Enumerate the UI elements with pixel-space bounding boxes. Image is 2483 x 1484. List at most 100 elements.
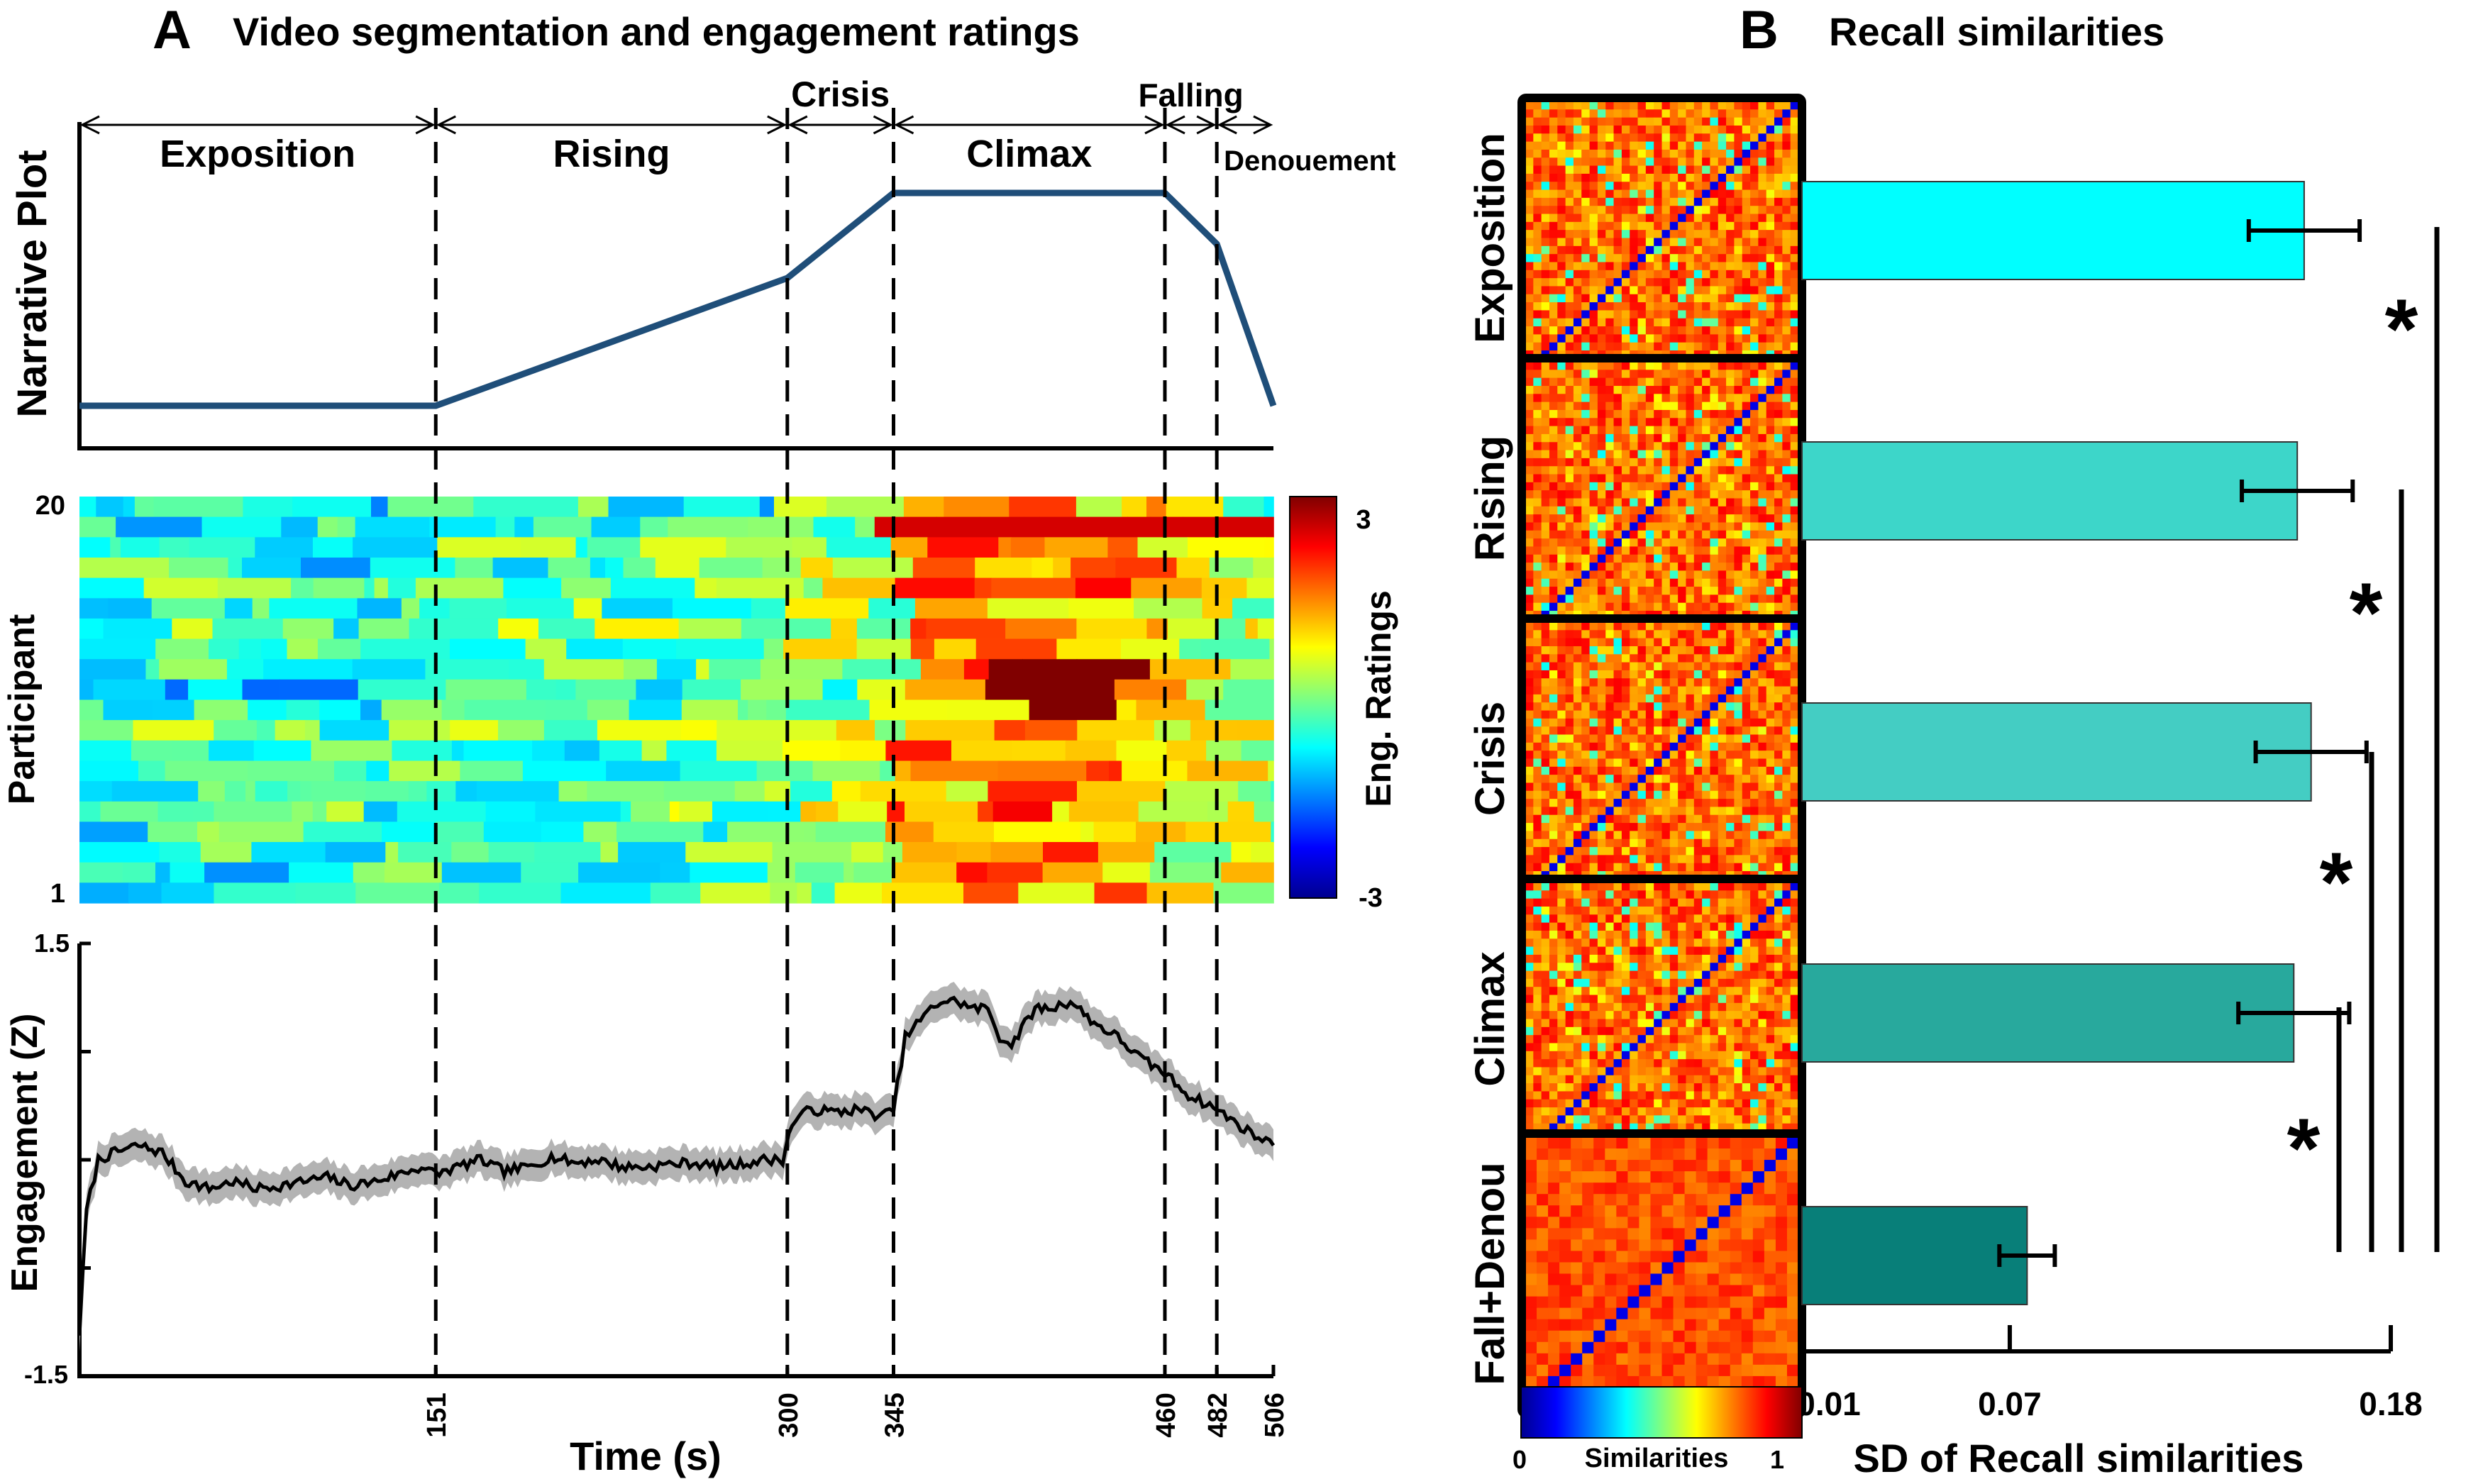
- matrix-cell: [1557, 646, 1566, 655]
- matrix-cell: [1630, 214, 1639, 223]
- matrix-cell: [1766, 490, 1775, 499]
- matrix-cell: [1589, 775, 1598, 783]
- matrix-cell: [1702, 1043, 1710, 1052]
- matrix-cell: [1565, 133, 1574, 143]
- matrix-cell: [1710, 302, 1719, 311]
- matrix-cell: [1678, 149, 1686, 158]
- heatmap-cell: [712, 801, 768, 823]
- matrix-cell: [1718, 157, 1727, 167]
- matrix-cell: [1693, 563, 1703, 571]
- matrix-cell: [1637, 906, 1647, 915]
- matrix-cell: [1750, 563, 1759, 571]
- matrix-cell: [1669, 254, 1679, 262]
- matrix-cell: [1630, 882, 1639, 891]
- matrix-cell: [1589, 318, 1598, 327]
- matrix-cell: [1605, 238, 1615, 247]
- matrix-cell: [1630, 101, 1639, 110]
- matrix-cell: [1678, 385, 1686, 394]
- matrix-cell: [1589, 418, 1598, 427]
- matrix-cell: [1742, 385, 1751, 394]
- matrix-cell: [1613, 1019, 1622, 1028]
- matrix-cell: [1565, 930, 1574, 939]
- matrix-cell: [1686, 117, 1695, 126]
- matrix-cell: [1541, 1002, 1550, 1012]
- matrix-cell: [1525, 831, 1534, 840]
- matrix-cell: [1645, 133, 1654, 143]
- matrix-cell: [1621, 514, 1630, 523]
- matrix-cell: [1525, 286, 1534, 295]
- matrix-cell: [1661, 782, 1671, 792]
- matrix-cell: [1637, 1091, 1647, 1100]
- matrix-cell: [1605, 1099, 1615, 1108]
- matrix-cell: [1669, 206, 1679, 215]
- matrix-cell: [1573, 987, 1582, 996]
- matrix-cell: [1742, 310, 1751, 319]
- matrix-cell: [1678, 450, 1686, 459]
- matrix-cell: [1621, 482, 1630, 491]
- matrix-cell: [1654, 954, 1662, 963]
- matrix-cell: [1774, 970, 1783, 980]
- matrix-cell: [1710, 538, 1719, 547]
- matrix-cell: [1790, 1083, 1799, 1092]
- matrix-cell: [1541, 775, 1550, 783]
- matrix-cell: [1710, 807, 1719, 816]
- matrix-cell: [1613, 563, 1622, 571]
- matrix-cell: [1678, 197, 1686, 206]
- heatmap-cell: [895, 577, 975, 599]
- matrix-cell: [1654, 101, 1662, 110]
- matrix-cell: [1669, 157, 1679, 167]
- matrix-cell: [1630, 370, 1639, 379]
- matrix-cell: [1693, 630, 1703, 639]
- matrix-cell: [1549, 165, 1558, 175]
- matrix-cell: [1734, 726, 1743, 736]
- matrix-cell: [1758, 702, 1767, 711]
- matrix-cell: [1637, 670, 1647, 679]
- matrix-cell: [1693, 978, 1703, 987]
- matrix-cell: [1758, 442, 1767, 451]
- matrix-cell: [1718, 278, 1727, 287]
- matrix-cell: [1702, 938, 1710, 948]
- heatmap-ytick-bottom: 1: [50, 879, 65, 909]
- heatmap-cell: [159, 659, 228, 680]
- matrix-cell: [1790, 310, 1799, 319]
- matrix-cell: [1637, 930, 1647, 939]
- matrix-cell: [1541, 1026, 1550, 1036]
- matrix-cell: [1774, 490, 1783, 499]
- matrix-cell: [1726, 546, 1735, 555]
- matrix-cell: [1573, 807, 1582, 816]
- matrix-cell: [1581, 262, 1591, 271]
- matrix-cell: [1654, 654, 1662, 663]
- heatmap-cell: [727, 821, 805, 843]
- matrix-cell: [1702, 814, 1710, 824]
- matrix-cell: [1630, 782, 1639, 792]
- matrix-cell: [1710, 686, 1719, 695]
- matrix-cell: [1581, 594, 1591, 604]
- matrix-cell: [1758, 978, 1767, 987]
- matrix-cell: [1686, 1083, 1695, 1092]
- matrix-cell: [1686, 587, 1695, 595]
- matrix-cell: [1541, 294, 1550, 303]
- matrix-cell: [1790, 133, 1799, 143]
- matrix-cell: [1597, 109, 1606, 118]
- matrix-cell: [1726, 970, 1735, 980]
- matrix-cell: [1678, 101, 1686, 110]
- matrix-cell: [1589, 442, 1598, 451]
- matrix-cell: [1549, 189, 1558, 199]
- matrix-cell: [1669, 775, 1679, 783]
- matrix-cell: [1621, 418, 1630, 427]
- matrix-cell: [1702, 182, 1710, 191]
- matrix-cell: [1605, 173, 1615, 182]
- matrix-cell: [1669, 863, 1679, 872]
- heatmap-cell: [170, 862, 205, 883]
- matrix-cell: [1774, 823, 1783, 831]
- matrix-cell: [1686, 538, 1695, 547]
- matrix-cell: [1589, 433, 1598, 443]
- matrix-cell: [1790, 165, 1799, 175]
- matrix-cell: [1734, 710, 1743, 719]
- matrix-cell: [1549, 133, 1558, 143]
- matrix-cell: [1621, 823, 1630, 831]
- matrix-cell: [1637, 963, 1647, 972]
- matrix-cell: [1630, 678, 1639, 687]
- heatmap-cell: [838, 801, 887, 823]
- matrix-cell: [1693, 133, 1703, 143]
